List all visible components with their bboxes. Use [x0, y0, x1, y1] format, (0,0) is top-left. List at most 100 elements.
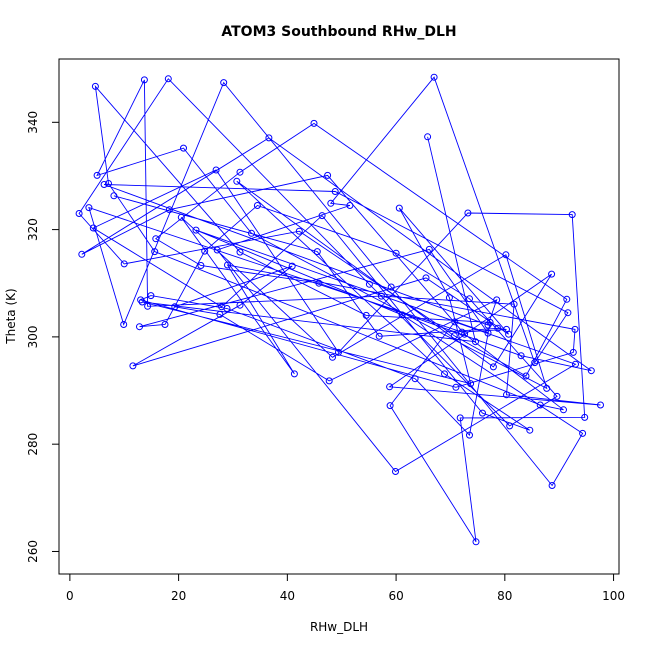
data-point	[197, 262, 205, 269]
data-point	[248, 229, 255, 237]
data-point	[129, 362, 137, 370]
data-point	[489, 363, 497, 371]
data-point	[288, 262, 296, 270]
data-point	[597, 401, 604, 409]
data-point	[494, 324, 502, 332]
data-point	[120, 321, 128, 328]
data-point	[395, 204, 403, 212]
data-point	[581, 413, 589, 421]
data-point	[452, 383, 460, 391]
data-point	[313, 248, 321, 256]
data-point	[236, 301, 244, 309]
data-point	[456, 414, 464, 422]
data-point	[572, 360, 579, 368]
data-point	[365, 280, 373, 288]
data-point	[579, 429, 587, 437]
x-axis-label: RHw_DLH	[310, 620, 368, 634]
data-point	[392, 468, 399, 475]
data-point	[526, 426, 534, 434]
data-point	[138, 298, 146, 306]
data-point	[100, 181, 108, 188]
data-point	[377, 292, 385, 300]
data-point	[151, 248, 159, 256]
data-point	[335, 348, 342, 356]
data-point	[324, 171, 332, 179]
x-tick-label: 80	[497, 589, 512, 603]
data-point	[165, 206, 173, 214]
y-tick-label: 300	[26, 325, 40, 348]
x-tick-label: 40	[280, 589, 295, 603]
data-point	[484, 321, 492, 329]
y-axis: 260 280 300 320 340	[26, 111, 60, 563]
data-point	[392, 249, 400, 257]
data-point	[331, 188, 339, 195]
data-point	[105, 180, 112, 187]
data-point	[568, 211, 576, 219]
data-point	[161, 321, 169, 328]
data-point	[464, 209, 472, 217]
x-tick-label: 0	[66, 589, 74, 603]
data-point	[398, 311, 406, 319]
data-point	[422, 274, 430, 282]
data-point	[137, 296, 145, 304]
data-point	[233, 177, 241, 185]
y-tick-label: 280	[26, 433, 40, 456]
data-point	[93, 171, 101, 179]
data-point	[472, 538, 480, 546]
data-point	[265, 134, 273, 142]
data-point	[506, 422, 514, 430]
data-point	[329, 353, 336, 361]
data-point	[213, 246, 221, 254]
data-point	[177, 213, 185, 221]
data-point	[522, 372, 530, 380]
data-point	[569, 348, 577, 356]
data-point	[548, 482, 556, 489]
data-point	[75, 210, 83, 217]
data-point	[236, 168, 244, 176]
series-lines	[78, 76, 601, 543]
data-point	[553, 392, 561, 400]
data-point	[461, 330, 469, 338]
y-tick-label: 260	[26, 540, 40, 563]
data-point	[164, 75, 172, 83]
data-point	[587, 367, 595, 375]
data-point	[386, 402, 394, 410]
data-point	[192, 226, 200, 234]
data-point	[510, 300, 518, 308]
data-point	[536, 401, 544, 409]
y-axis-label: Theta (K)	[4, 288, 18, 344]
data-point	[144, 302, 152, 310]
data-point	[493, 296, 501, 304]
data-point	[466, 431, 473, 439]
data-point	[424, 133, 432, 141]
data-point	[147, 292, 155, 300]
y-tick-label: 320	[26, 218, 40, 241]
data-point	[563, 295, 571, 303]
data-point	[318, 212, 326, 220]
data-point	[430, 73, 438, 81]
data-point	[466, 295, 473, 303]
data-point	[441, 370, 448, 378]
chart-title: ATOM3 Southbound RHw_DLH	[221, 24, 456, 40]
data-point	[180, 144, 187, 152]
y-tick-label: 340	[26, 111, 40, 134]
data-point	[295, 227, 303, 235]
data-point	[571, 325, 579, 333]
data-point	[140, 76, 148, 84]
data-point	[479, 409, 486, 417]
data-point	[85, 204, 93, 212]
data-point	[236, 248, 244, 256]
x-tick-label: 20	[171, 589, 186, 603]
data-point	[362, 311, 370, 319]
data-point	[136, 323, 143, 331]
data-point	[110, 192, 118, 200]
data-point	[220, 79, 228, 87]
x-tick-label: 100	[602, 589, 625, 603]
data-point	[560, 406, 567, 414]
data-point	[89, 224, 97, 232]
data-point	[212, 166, 220, 174]
data-point	[171, 303, 179, 311]
data-point	[505, 330, 513, 338]
